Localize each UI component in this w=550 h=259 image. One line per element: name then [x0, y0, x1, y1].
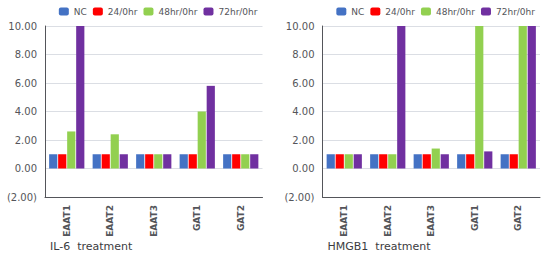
svg-text:(2.00): (2.00)	[284, 192, 314, 203]
svg-text:EAAT1: EAAT1	[62, 205, 72, 237]
svg-text:2.00: 2.00	[15, 135, 37, 146]
svg-text:NC: NC	[351, 7, 364, 17]
svg-text:(2.00): (2.00)	[7, 192, 37, 203]
svg-text:48hr/0hr: 48hr/0hr	[436, 7, 475, 17]
svg-text:8.00: 8.00	[292, 49, 314, 60]
svg-text:EAAT3: EAAT3	[149, 205, 159, 237]
svg-text:GAT1: GAT1	[470, 205, 480, 231]
svg-text:GAT2: GAT2	[513, 205, 523, 231]
svg-text:72hr/0hr: 72hr/0hr	[496, 7, 535, 17]
svg-text:2.00: 2.00	[292, 135, 314, 146]
svg-text:NC: NC	[74, 7, 87, 17]
svg-text:EAAT2: EAAT2	[383, 205, 393, 237]
svg-text:24/0hr: 24/0hr	[385, 7, 415, 17]
svg-text:72hr/0hr: 72hr/0hr	[218, 7, 257, 17]
svg-text:GAT1: GAT1	[192, 205, 202, 231]
svg-text:HMGB1 treatment: HMGB1 treatment	[328, 240, 432, 253]
svg-text:6.00: 6.00	[15, 78, 37, 89]
svg-text:8.00: 8.00	[15, 49, 37, 60]
svg-text:0.00: 0.00	[292, 163, 314, 174]
svg-text:EAAT3: EAAT3	[426, 205, 436, 237]
svg-text:4.00: 4.00	[292, 106, 314, 117]
svg-text:EAAT1: EAAT1	[339, 205, 349, 237]
svg-text:0.00: 0.00	[15, 163, 37, 174]
svg-text:48hr/0hr: 48hr/0hr	[158, 7, 197, 17]
svg-text:GAT2: GAT2	[236, 205, 246, 231]
svg-text:4.00: 4.00	[15, 106, 37, 117]
svg-text:EAAT2: EAAT2	[105, 205, 115, 237]
svg-text:10.00: 10.00	[8, 21, 37, 32]
svg-text:IL-6 treatment: IL-6 treatment	[50, 240, 133, 253]
svg-text:10.00: 10.00	[286, 21, 315, 32]
svg-text:24/0hr: 24/0hr	[108, 7, 138, 17]
svg-text:6.00: 6.00	[292, 78, 314, 89]
